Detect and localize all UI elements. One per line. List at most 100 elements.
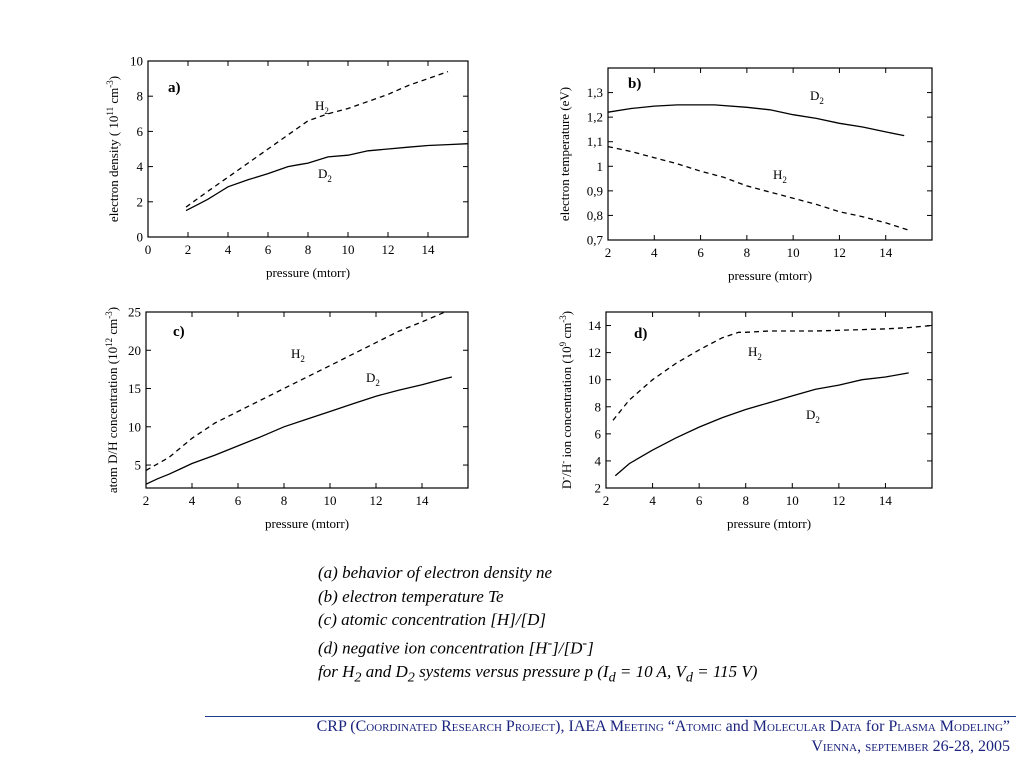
series-label-d2: D2 xyxy=(806,407,820,425)
x-tick-label: 8 xyxy=(744,245,751,260)
plot-frame xyxy=(605,311,933,489)
y-label-part: cm xyxy=(106,88,121,107)
y-label-part: cm xyxy=(559,323,574,342)
panel-label: a) xyxy=(168,80,181,96)
caption-d-text-1: (d) negative ion concentration [H xyxy=(318,638,548,658)
y-tick-label: 8 xyxy=(137,89,144,104)
y-tick-label: 0,8 xyxy=(587,208,603,223)
x-tick-label: 14 xyxy=(416,493,430,508)
x-tick-label: 2 xyxy=(603,493,610,508)
footer-divider xyxy=(205,716,1016,717)
figure-caption: (a) behavior of electron density ne (b) … xyxy=(318,561,757,690)
footer-l1-g: for xyxy=(861,718,889,735)
y-label-sup: -3 xyxy=(558,315,568,323)
series-label-sub: 2 xyxy=(815,415,820,425)
series-label-text: D xyxy=(806,407,815,422)
caption-d-text-2: ]/[D xyxy=(552,638,583,658)
plot-frame xyxy=(147,60,469,238)
y-tick-label: 2 xyxy=(595,481,602,496)
caption-d-text-3: ] xyxy=(587,638,594,658)
footer-line-2: Vienna, september 26-28, 2005 xyxy=(811,738,1010,756)
y-label-sup: 9 xyxy=(558,341,568,346)
panel-b: 2 4 6 8 10 12 14 0,7 0,8 0,9 1 1,1 1,2 1,3 pressure (m… xyxy=(557,67,933,283)
x-tick-label: 12 xyxy=(370,493,383,508)
footer-l1-c: ), IAEA xyxy=(555,718,610,735)
footer-l1-f: Molecular Data xyxy=(752,718,862,735)
y-tick-label: 8 xyxy=(595,399,602,414)
series-line-d2 xyxy=(607,104,905,137)
series-label-text: D xyxy=(810,88,819,103)
y-tick-label: 2 xyxy=(137,194,144,209)
x-tick-label: 8 xyxy=(305,242,312,257)
caption-e-text-3: systems versus pressure p (I xyxy=(414,661,609,681)
y-label-sup: - xyxy=(558,477,568,480)
caption-e-sub-4: d xyxy=(685,669,693,686)
y-label-sup: -3 xyxy=(105,80,115,88)
y-tick-label: 1,3 xyxy=(587,85,603,100)
y-label-sup: - xyxy=(558,461,568,464)
caption-e-sub-1: 2 xyxy=(354,669,362,686)
series-label-sub: 2 xyxy=(819,96,824,106)
series-label-h2: H2 xyxy=(773,167,787,185)
series-label-h2: H2 xyxy=(315,98,329,116)
series-label-text: H xyxy=(748,344,757,359)
caption-line-d: (d) negative ion concentration [H-]/[D-] xyxy=(318,632,757,660)
y-tick-label: 10 xyxy=(128,419,141,434)
y-tick-label: 6 xyxy=(137,124,144,139)
series-label-sub: 2 xyxy=(300,354,305,364)
series-label-sub: 2 xyxy=(324,106,329,116)
y-tick-label: 0,9 xyxy=(587,183,603,198)
x-tick-label: 0 xyxy=(145,242,152,257)
caption-line-b: (b) electron temperature Te xyxy=(318,586,504,606)
plot-frame xyxy=(145,311,469,489)
y-label-part: /H xyxy=(559,464,574,477)
series-line-h2 xyxy=(612,324,933,421)
y-tick-label: 6 xyxy=(595,426,602,441)
x-axis-label: pressure (mtorr) xyxy=(266,265,350,280)
y-axis-label: D-/H- ion concentration (109 cm-3) xyxy=(558,311,574,489)
x-axis-label: pressure (mtorr) xyxy=(728,268,812,283)
panel-label: c) xyxy=(173,324,185,340)
x-tick-label: 6 xyxy=(265,242,272,257)
x-tick-label: 4 xyxy=(651,245,658,260)
caption-d-sup-1: - xyxy=(547,634,553,651)
series-label-text: D xyxy=(318,166,327,181)
footer-l1-h: Plasma Modeling” xyxy=(888,718,1010,735)
y-label-part: electron density ( 10 xyxy=(106,116,121,223)
series-label-text: H xyxy=(773,167,782,182)
footer-l1-e: and xyxy=(721,718,753,735)
y-axis-label: electron density ( 1011 cm-3) xyxy=(105,76,121,222)
caption-e-sub-2: 2 xyxy=(407,669,415,686)
x-tick-label: 14 xyxy=(879,493,893,508)
panel-a: 0 2 4 6 8 10 12 14 0 2 4 6 8 10 pressure (mtorr) electr… xyxy=(105,54,469,280)
x-tick-label: 4 xyxy=(189,493,196,508)
y-label-part: atom D/H concentration (10 xyxy=(105,347,120,493)
y-tick-label: 0 xyxy=(137,230,144,245)
x-tick-label: 12 xyxy=(832,493,845,508)
caption-line-e: for H2 and D2 systems versus pressure p … xyxy=(318,660,757,690)
y-label-part: ) xyxy=(559,311,574,315)
caption-e-text-4: = 10 A, V xyxy=(615,661,686,681)
y-label-sup: 11 xyxy=(105,107,115,116)
y-tick-label: 14 xyxy=(588,318,602,333)
x-tick-label: 8 xyxy=(742,493,749,508)
series-label-h2: H2 xyxy=(748,344,762,362)
caption-line-c: (c) atomic concentration [H]/[D] xyxy=(318,610,547,629)
y-label-part: ) xyxy=(105,307,120,311)
caption-d-sup-2: - xyxy=(582,634,588,651)
caption-line-a: (a) behavior of electron density ne xyxy=(318,563,552,582)
series-label-sub: 2 xyxy=(375,378,380,388)
footer-l1-a: CRP ( xyxy=(316,718,356,735)
x-tick-label: 2 xyxy=(605,245,612,260)
footer-line-1: CRP (Coordinated Research Project), IAEA… xyxy=(317,718,1010,736)
x-tick-label: 2 xyxy=(185,242,192,257)
series-line-d2 xyxy=(614,372,909,477)
x-tick-label: 2 xyxy=(143,493,150,508)
caption-e-text-5: = 115 V) xyxy=(692,661,758,681)
caption-e-text-1: for H xyxy=(318,661,355,681)
y-tick-label: 25 xyxy=(128,305,141,320)
x-tick-label: 12 xyxy=(833,245,846,260)
plot-frame xyxy=(607,67,933,241)
panel-c: 2 4 6 8 10 12 14 5 10 15 20 25 pressure (mtorr) atom … xyxy=(104,305,469,531)
